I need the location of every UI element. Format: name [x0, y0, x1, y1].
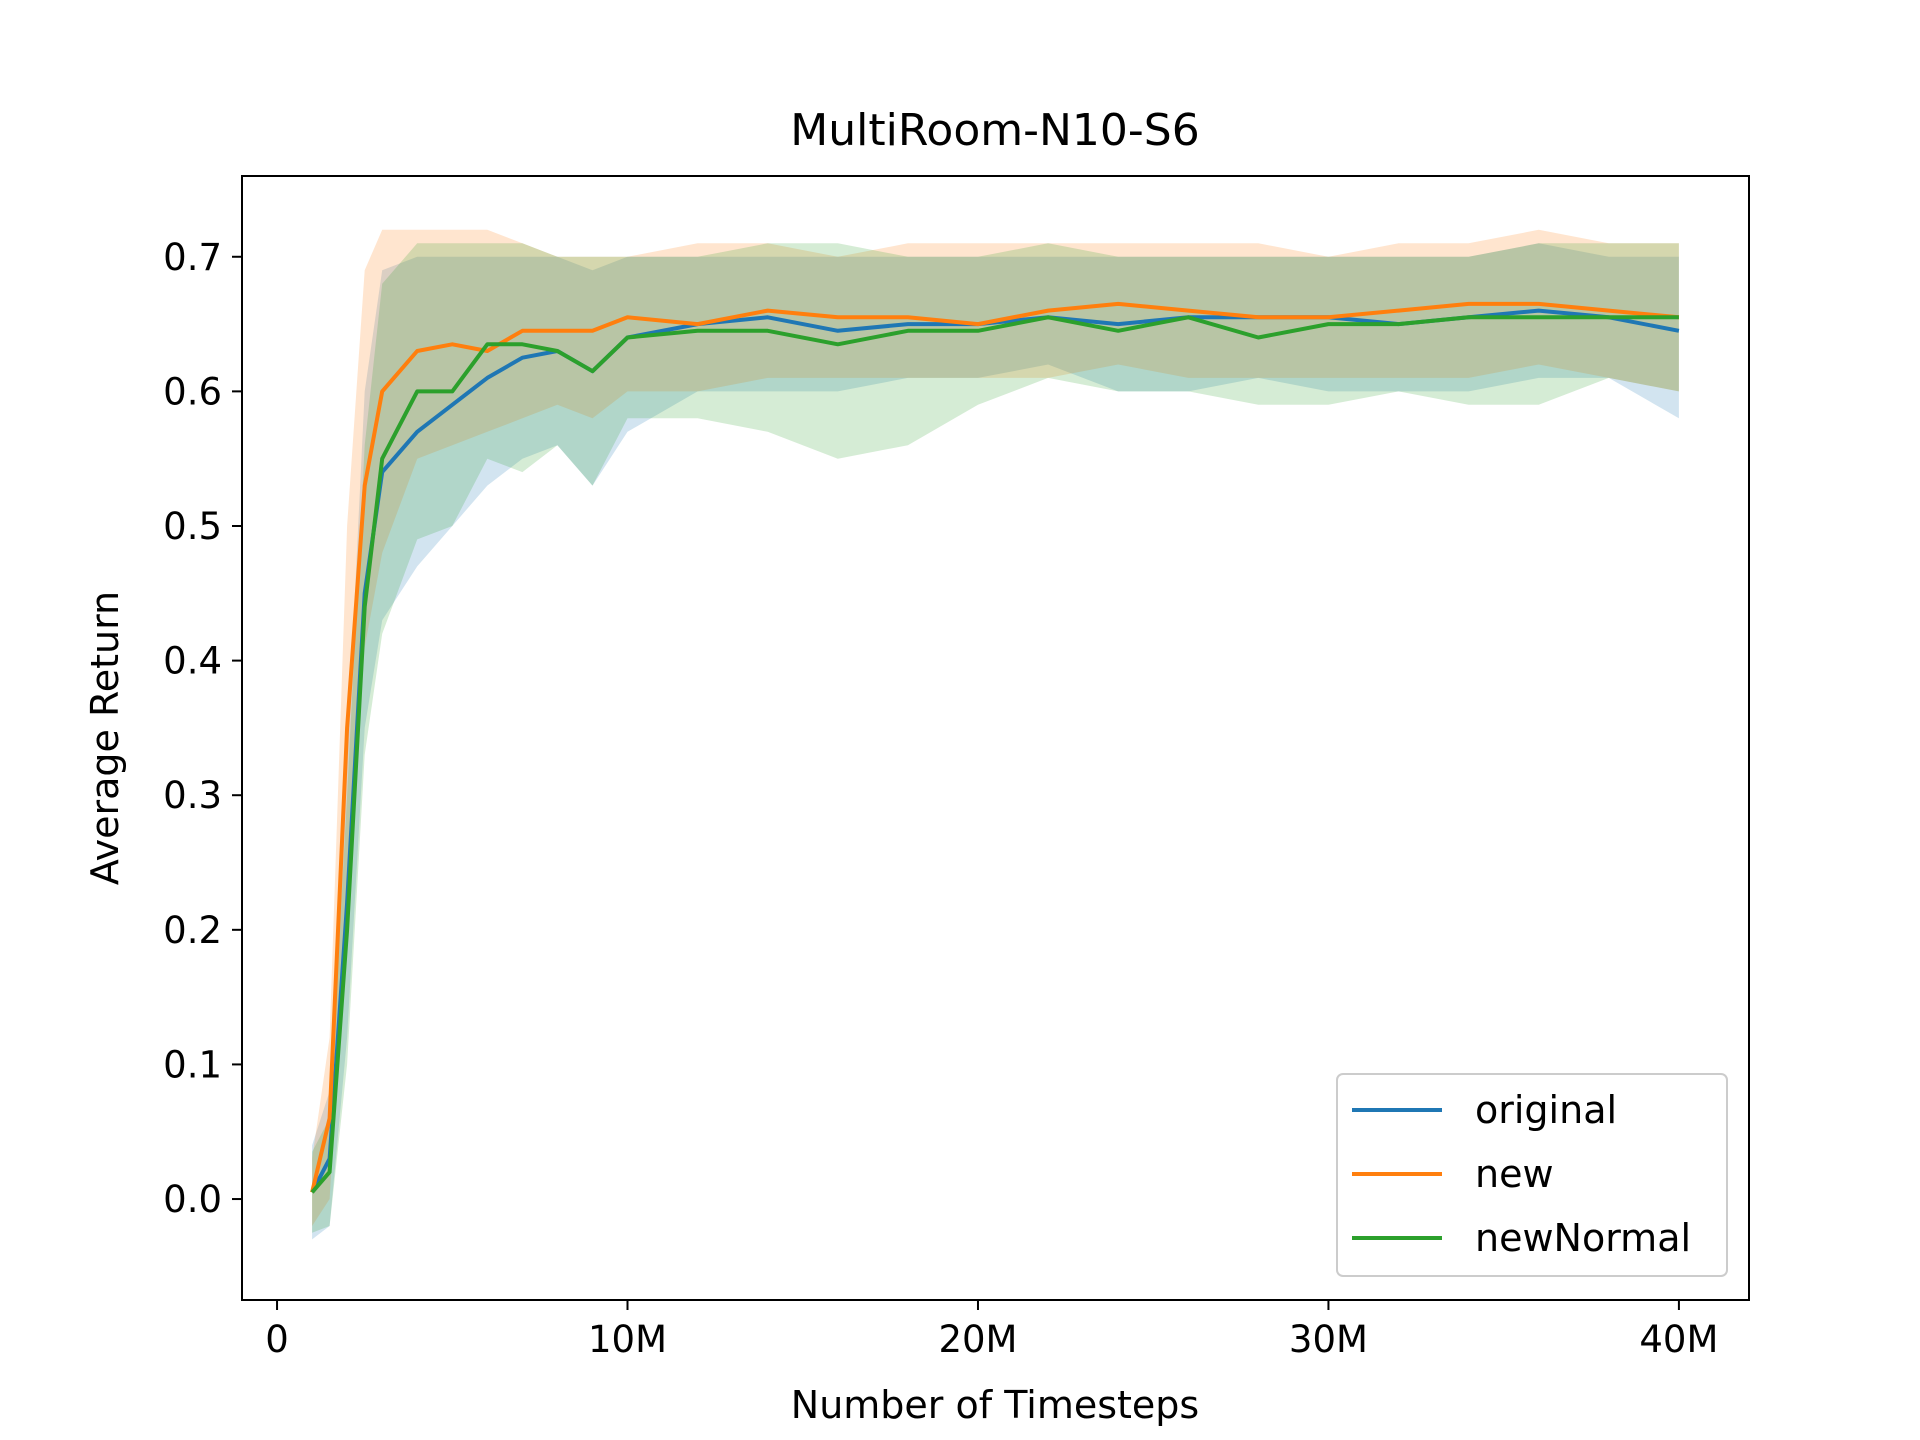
y-tick-label: 0.5 [163, 505, 222, 548]
x-tick-label: 30M [1289, 1318, 1368, 1361]
band-newNormal [312, 243, 1679, 1233]
band-original [312, 243, 1679, 1240]
series-lines [310, 301, 1680, 1194]
plot-area-frame [241, 175, 1750, 1301]
legend-label-newNormal: newNormal [1475, 1216, 1691, 1260]
y-tick-label: 0.0 [163, 1178, 222, 1221]
x-tick-label: 20M [938, 1318, 1017, 1361]
y-tick-label: 0.2 [163, 909, 222, 952]
y-tick-label: 0.6 [163, 370, 222, 413]
series-line-newNormal [310, 315, 1679, 1194]
y-axis: 0.0 0.1 0.2 0.3 0.4 0.5 0.6 0.7 [163, 236, 242, 1221]
x-axis-label: Number of Timesteps [791, 1383, 1199, 1427]
legend-box [1336, 1073, 1728, 1277]
y-tick-label: 0.1 [163, 1043, 222, 1086]
legend-label-original: original [1475, 1088, 1617, 1132]
x-tick-label: 10M [588, 1318, 667, 1361]
x-tick-label: 40M [1639, 1318, 1718, 1361]
legend: original new newNormal [1336, 1073, 1728, 1277]
y-tick-label: 0.4 [163, 640, 222, 683]
band-new [312, 229, 1679, 1227]
x-tick-label: 0 [265, 1318, 289, 1361]
series-line-original [310, 308, 1680, 1194]
x-axis: 0 10M 20M 30M 40M [265, 1300, 1718, 1361]
legend-label-new: new [1475, 1152, 1554, 1196]
y-tick-label: 0.7 [163, 236, 222, 279]
y-tick-label: 0.3 [163, 774, 222, 817]
chart-title: MultiRoom-N10-S6 [790, 105, 1199, 156]
series-line-new [310, 301, 1680, 1193]
y-axis-label: Average Return [83, 591, 127, 885]
confidence-bands [312, 229, 1679, 1240]
